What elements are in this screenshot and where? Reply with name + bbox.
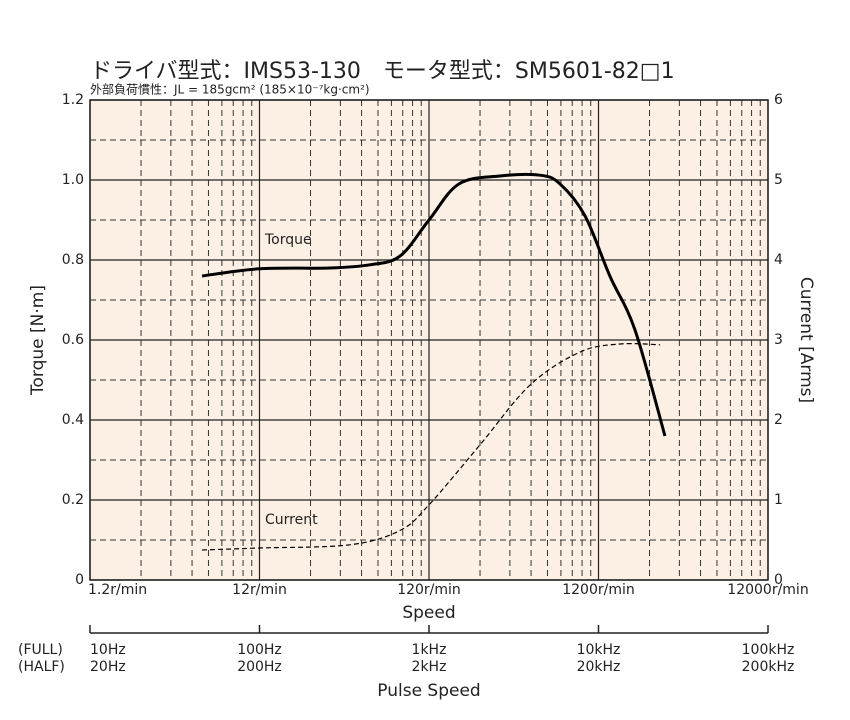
- plot-frame: [89, 99, 769, 581]
- y2-tick-label: 3: [774, 332, 783, 348]
- series-label: Torque: [264, 232, 312, 248]
- pulse-tick-label: 10Hz: [90, 642, 126, 658]
- y-tick-label: 0.2: [62, 492, 84, 508]
- series-label: Current: [265, 512, 318, 528]
- y2-tick-label: 6: [774, 92, 783, 108]
- y-tick-label: 0: [75, 572, 84, 588]
- y-tick-label: 0.8: [62, 252, 84, 268]
- chart-subtitle: 外部負荷慣性：JL = 185gcm² (185×10⁻⁷kg·cm²): [90, 82, 370, 97]
- y2-tick-label: 2: [774, 412, 783, 428]
- y-tick-label: 1.0: [62, 172, 84, 188]
- pulse-tick-label: 2kHz: [412, 659, 447, 675]
- y-tick-label: 0.6: [62, 332, 84, 348]
- y-axis-label: Torque [N·m]: [28, 285, 48, 396]
- pulse-tick-label: 10kHz: [577, 642, 621, 658]
- x-axis-label: Speed: [402, 603, 455, 623]
- x-tick-label: 12000r/min: [727, 582, 808, 598]
- pulse-row-label: (HALF): [18, 659, 65, 675]
- x-tick-label: 1200r/min: [562, 582, 635, 598]
- y-tick-label: 0.4: [62, 412, 84, 428]
- pulse-tick-label: 100kHz: [742, 642, 795, 658]
- y2-axis-label: Current [Arms]: [796, 277, 816, 403]
- series-line: [202, 343, 661, 551]
- pulse-tick-label: 200Hz: [237, 659, 282, 675]
- chart-title: ドライバ型式：IMS53-130 モータ型式：SM5601-82□1: [90, 59, 675, 84]
- pulse-tick-label: 20kHz: [577, 659, 621, 675]
- pulse-tick-label: 200kHz: [742, 659, 795, 675]
- y-tick-label: 1.2: [62, 92, 84, 108]
- y2-tick-label: 1: [774, 492, 783, 508]
- x-tick-label: 120r/min: [397, 582, 461, 598]
- x-tick-label: 12r/min: [232, 582, 287, 598]
- pulse-tick-label: 1kHz: [412, 642, 447, 658]
- pulse-tick-label: 100Hz: [237, 642, 282, 658]
- y2-tick-label: 0: [774, 572, 783, 588]
- y2-tick-label: 4: [774, 252, 783, 268]
- pulse-axis-label: Pulse Speed: [377, 681, 480, 701]
- series-line: [201, 172, 667, 437]
- x-tick-label: 1.2r/min: [88, 582, 147, 598]
- pulse-tick-label: 20Hz: [90, 659, 126, 675]
- pulse-row-label: (FULL): [18, 642, 63, 658]
- y2-tick-label: 5: [774, 172, 783, 188]
